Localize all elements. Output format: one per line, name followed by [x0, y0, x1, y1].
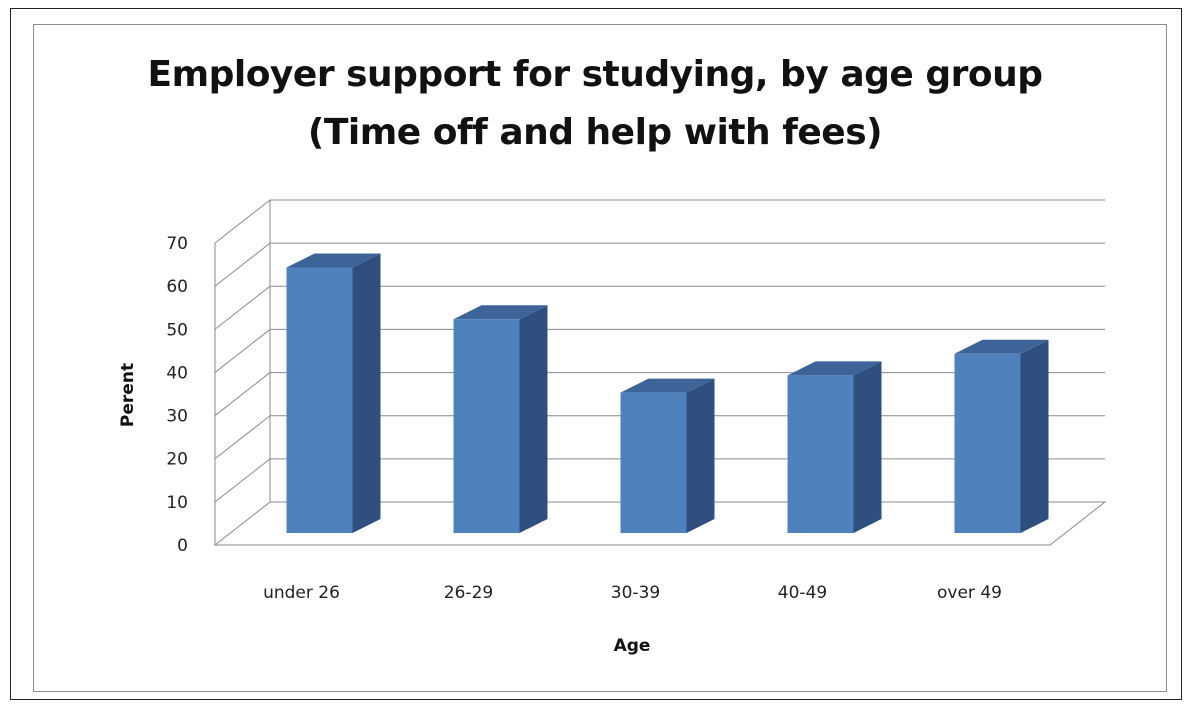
bar[interactable]: [286, 253, 381, 533]
gridline-side: [214, 415, 271, 460]
y-tick-label: 20: [166, 450, 188, 470]
y-tick-label: 70: [166, 234, 188, 254]
bar[interactable]: [620, 378, 715, 533]
bar-side-face: [352, 253, 381, 533]
bar-side-face: [519, 305, 548, 533]
chart-title: Employer support for studying, by age gr…: [147, 54, 1043, 95]
bar-side-face: [1020, 339, 1049, 533]
bar-top-face: [286, 253, 381, 268]
bar[interactable]: [453, 305, 548, 533]
bar[interactable]: [787, 361, 882, 533]
bar-top-face: [453, 305, 548, 320]
bar-top-face: [954, 339, 1049, 354]
x-tick-label: 40-49: [778, 583, 827, 603]
x-axis-title: Age: [614, 636, 651, 656]
bar-front-face: [620, 392, 687, 533]
gridline-side: [214, 285, 271, 330]
y-axis-title: Perent: [118, 363, 138, 427]
bar-side-face: [686, 378, 715, 533]
bar-front-face: [286, 267, 353, 533]
gridline-side: [214, 242, 271, 287]
bar-series: [286, 253, 1049, 533]
bar-side-face: [853, 361, 882, 533]
bar-front-face: [453, 319, 520, 533]
gridline-side: [214, 329, 271, 373]
gridline-side: [214, 372, 271, 416]
y-tick-label: 30: [166, 407, 188, 427]
y-tick-label: 60: [166, 277, 188, 297]
y-tick-label: 0: [177, 536, 188, 556]
y-tick-label: 10: [166, 493, 188, 513]
bar[interactable]: [954, 339, 1049, 533]
x-axis-ticks: under 26 26-29 30-39 40-49 over 49: [263, 583, 1002, 603]
x-tick-label: 26-29: [444, 583, 493, 603]
x-tick-label: 30-39: [611, 583, 660, 603]
chart-subtitle: (Time off and help with fees): [307, 112, 883, 153]
x-tick-label: over 49: [937, 583, 1002, 603]
gridline-side: [214, 458, 271, 503]
x-tick-label: under 26: [263, 583, 340, 603]
bar-top-face: [787, 361, 882, 376]
y-tick-label: 40: [166, 363, 188, 383]
bar-front-face: [787, 375, 854, 533]
bar-top-face: [620, 378, 715, 393]
y-tick-label: 50: [166, 320, 188, 340]
bar-front-face: [954, 353, 1021, 533]
y-axis-ticks: 0 10 20 30 40 50 60 70: [166, 234, 188, 556]
gridline-side: [214, 199, 271, 244]
